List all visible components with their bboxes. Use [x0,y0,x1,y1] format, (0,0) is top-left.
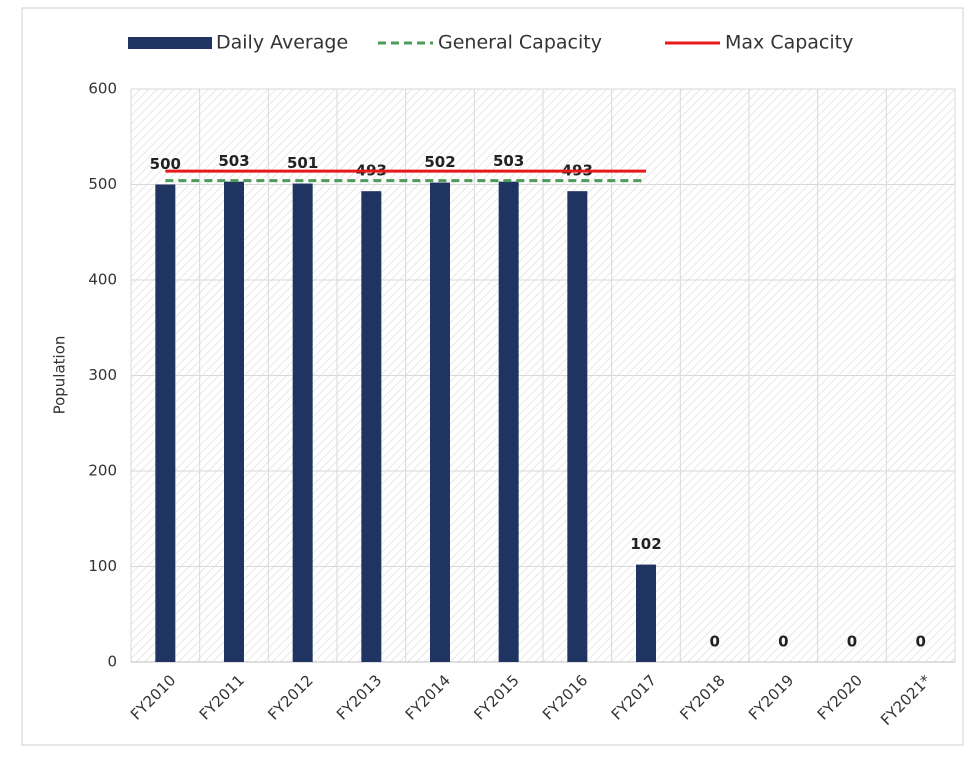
bar [361,191,382,662]
data-label: 503 [218,152,249,170]
data-label: 502 [424,153,455,171]
bar [636,564,656,662]
y-tick-label: 300 [88,366,117,384]
data-label: 0 [778,633,788,651]
y-tick-label: 200 [88,462,117,480]
y-tick-label: 0 [107,653,117,671]
bar [430,182,450,662]
bar [224,181,244,662]
y-tick-label: 500 [88,175,117,193]
data-label: 500 [150,155,181,173]
legend-label: Max Capacity [725,32,853,54]
y-tick-label: 600 [88,80,117,98]
legend-label: Daily Average [216,32,348,54]
bar [292,183,313,663]
data-label: 503 [493,152,524,170]
data-label: 0 [915,633,925,651]
data-label: 0 [847,633,857,651]
bar [498,181,519,662]
data-label: 501 [287,154,318,172]
data-label: 102 [630,535,661,553]
y-tick-label: 100 [88,557,117,575]
y-axis-label: Population [51,336,69,415]
bar [155,184,176,662]
bar [567,191,588,662]
data-label: 0 [709,633,719,651]
y-tick-label: 400 [88,271,117,289]
legend-swatch [128,37,212,49]
legend-label: General Capacity [438,32,602,54]
